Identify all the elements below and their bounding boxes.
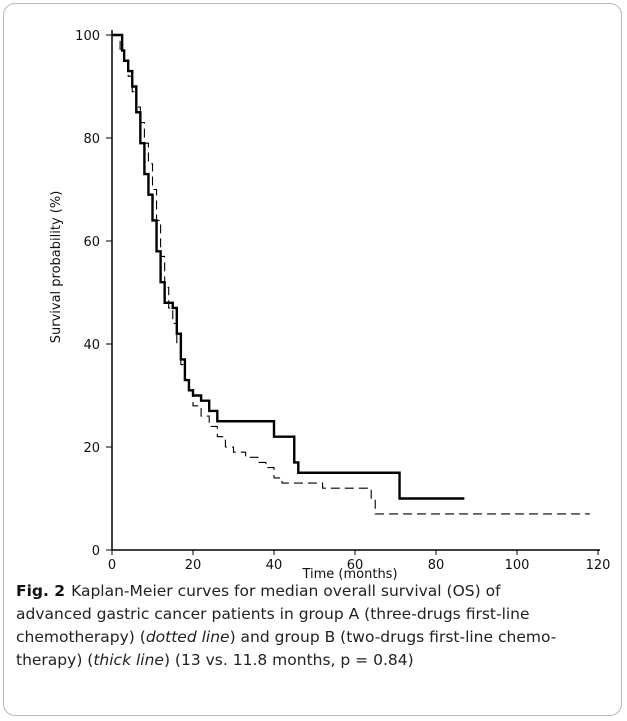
- series-dotted-line: [112, 34, 590, 515]
- x-tick-label: 60: [347, 558, 364, 573]
- caption-line-2: advanced gastric cancer patients in grou…: [16, 605, 530, 623]
- caption-line-1: Fig. 2 Kaplan-Meier curves for median ove…: [16, 582, 501, 600]
- km-chart: 0 20 40 60 80 100 120 0 20 40 60 80 100 Time (month…: [49, 29, 611, 580]
- dotted-line-label: dotted line: [145, 628, 230, 646]
- caption-line-3: chemotherapy) (dotted line) and group B …: [16, 628, 557, 646]
- y-tick-label: 100: [75, 29, 100, 44]
- x-tick-label: 40: [266, 558, 283, 573]
- x-tick-label: 120: [586, 558, 611, 573]
- x-tick-label: 0: [108, 558, 116, 573]
- y-tick-label: 60: [83, 235, 100, 250]
- y-tick-label: 80: [83, 132, 100, 147]
- figure-frame: [3, 3, 622, 716]
- series-thick-line: [112, 33, 465, 500]
- x-tick-label: 100: [505, 558, 530, 573]
- x-axis-title: Time (months): [301, 567, 397, 580]
- y-tick-label: 20: [83, 441, 100, 456]
- series-layer: [112, 33, 590, 515]
- x-tick-label: 20: [185, 558, 202, 573]
- y-axis-title: Survival probability (%): [49, 191, 64, 344]
- caption-line-4: therapy) (thick line) (13 vs. 11.8 month…: [16, 651, 414, 669]
- y-ticks: 0 20 40 60 80 100: [75, 29, 112, 559]
- x-ticks: 0 20 40 60 80 100 120: [108, 550, 611, 573]
- thick-line-label: thick line: [93, 651, 164, 669]
- y-tick-label: 40: [83, 338, 100, 353]
- y-tick-label: 0: [92, 544, 100, 559]
- x-tick-label: 80: [428, 558, 445, 573]
- figure-caption: Fig. 2 Kaplan-Meier curves for median ove…: [16, 580, 616, 672]
- figure-label: Fig. 2: [16, 582, 66, 600]
